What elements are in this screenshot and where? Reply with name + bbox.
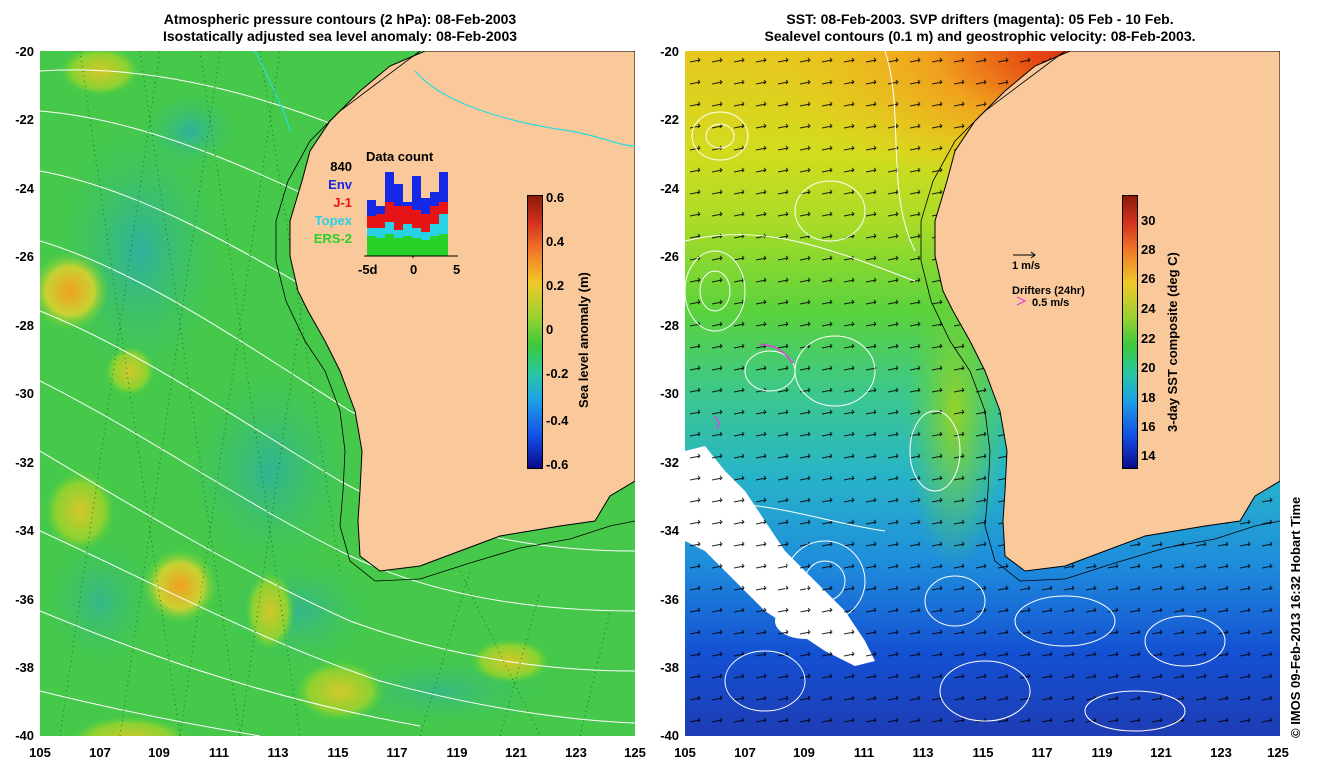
left-cbtick: -0.4 [546,413,569,428]
velocity-scale-label: 1 m/s [1012,260,1041,272]
left-colorbar [527,195,543,469]
right-xtick: 109 [793,745,815,760]
left-ytick: -36 [15,592,34,607]
right-ytick: -30 [660,386,679,401]
left-cbtick: 0.6 [546,190,565,205]
right-ytick: -34 [660,523,679,538]
right-cbtick: 28 [1141,242,1156,257]
legend-j1: J-1 [333,195,352,210]
left-title-line2: Isostatically adjusted sea level anomaly… [162,28,518,44]
right-cbtick: 18 [1141,390,1156,405]
left-cbtick: 0 [546,322,554,337]
left-xtick: 123 [565,745,587,760]
left-ytick: -34 [15,523,34,538]
left-land [289,51,635,572]
inset-count: 840 [330,159,352,174]
right-sealevel-contours [685,51,1226,732]
right-xtick: 123 [1210,745,1232,760]
right-xtick: 111 [853,745,875,760]
left-cbtick: 0.4 [546,234,565,249]
left-colorbar-label: Sea level anomaly (m) [576,272,591,408]
right-shelf-edge [920,51,1280,582]
drifters-label: Drifters (24hr) [1012,285,1085,297]
right-xtick: 125 [1267,745,1289,760]
inset-title: Data count [366,149,434,164]
right-title-line1: SST: 08-Feb-2003. SVP drifters (magenta)… [786,11,1174,27]
left-xtick: 119 [446,745,468,760]
right-cbtick: 30 [1141,213,1156,228]
right-title-line2: Sealevel contours (0.1 m) and geostrophi… [764,28,1196,44]
left-ytick: -20 [15,44,34,59]
left-xtick: 109 [148,745,170,760]
inset-histogram [364,172,458,258]
left-xtick: 121 [505,745,527,760]
left-dotted-tracks [59,51,611,736]
right-cbtick: 24 [1141,301,1156,316]
left-map[interactable] [40,51,635,736]
right-xtick: 119 [1091,745,1113,760]
left-ytick: -28 [15,318,34,333]
left-xtick: 105 [29,745,51,760]
right-colorbar [1122,195,1138,469]
left-ytick: -26 [15,249,34,264]
right-ytick: -36 [660,592,679,607]
right-ytick: -22 [660,112,679,127]
right-cbtick: 14 [1141,448,1156,463]
left-xtick: 125 [624,745,646,760]
left-xtick: 111 [208,745,230,760]
left-cbtick: -0.2 [546,366,569,381]
inset-bars [367,172,448,256]
left-title: Atmospheric pressure contours (2 hPa): 0… [90,11,590,45]
right-xtick: 121 [1150,745,1172,760]
left-shelf-edge [275,51,635,582]
right-ytick: -26 [660,249,679,264]
right-drifter-legend-arrow [1016,296,1027,306]
left-ytick: -40 [15,728,34,743]
left-ytick: -30 [15,386,34,401]
right-ytick: -32 [660,455,679,470]
legend-topex: Topex [314,213,352,228]
left-xtick: 115 [327,745,349,760]
right-ytick: -20 [660,44,679,59]
left-xtick: 107 [89,745,111,760]
left-ytick: -38 [15,660,34,675]
left-cbtick: -0.6 [546,457,569,472]
left-xtick: 117 [386,745,408,760]
right-xtick: 113 [912,745,934,760]
right-land [934,51,1280,572]
inset-xtick: 0 [410,262,418,277]
right-cbtick: 20 [1141,360,1156,375]
right-title: SST: 08-Feb-2003. SVP drifters (magenta)… [660,11,1300,45]
right-cbtick: 16 [1141,419,1156,434]
left-title-line1: Atmospheric pressure contours (2 hPa): 0… [163,11,517,27]
right-ytick: -40 [660,728,679,743]
right-colorbar-label: 3-day SST composite (deg C) [1165,252,1180,432]
credit-text: © IMOS 09-Feb-2013 16:32 Hobart Time [1288,496,1303,738]
left-xtick: 113 [267,745,289,760]
right-xtick: 107 [734,745,756,760]
left-cbtick: 0.2 [546,278,565,293]
right-map[interactable] [685,51,1280,736]
left-ytick: -24 [15,181,34,196]
inset-xtick: -5d [358,262,378,277]
inset-legend: 840 Env J-1 Topex ERS-2 [300,158,352,248]
drifters-scale-label: 0.5 m/s [1032,297,1070,309]
inset-xtick: 5 [453,262,461,277]
right-cbtick: 26 [1141,271,1156,286]
left-cyan-contour [254,51,635,147]
legend-env: Env [328,177,352,192]
left-ytick: -32 [15,455,34,470]
right-ytick: -24 [660,181,679,196]
right-drifter-tracks [714,343,794,430]
left-anomaly-patches [40,51,560,736]
right-ytick: -38 [660,660,679,675]
right-xtick: 115 [972,745,994,760]
legend-ers2: ERS-2 [313,231,352,246]
right-ytick: -28 [660,318,679,333]
left-ytick: -22 [15,112,34,127]
right-xtick: 105 [674,745,696,760]
right-velocity-legend [1013,251,1036,259]
right-cbtick: 22 [1141,331,1156,346]
right-xtick: 117 [1031,745,1053,760]
